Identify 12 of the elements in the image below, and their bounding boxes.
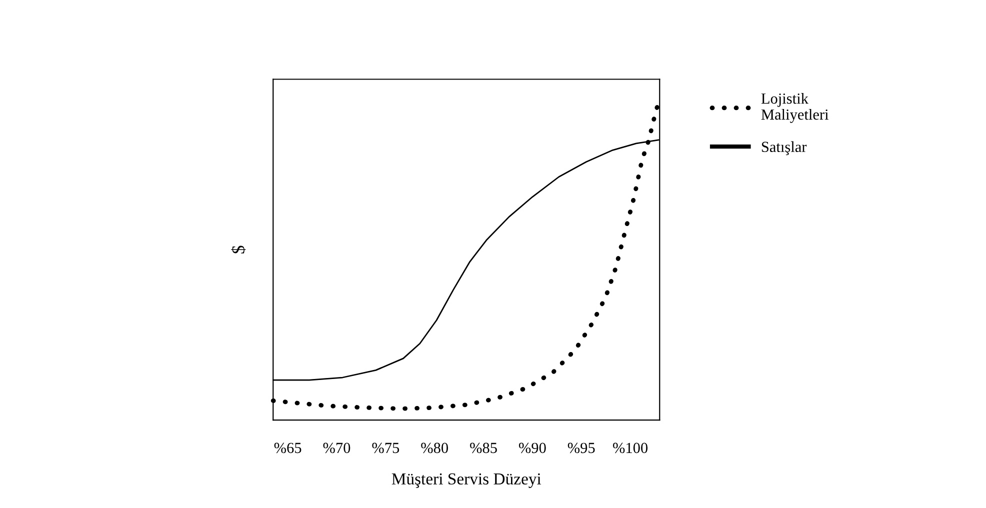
x-tick-label: %70 bbox=[323, 442, 350, 454]
x-tick-label: %100 bbox=[612, 442, 648, 454]
legend-label: Lojistik Maliyetleri bbox=[761, 93, 829, 123]
legend-label: Satışlar bbox=[762, 141, 807, 156]
x-tick-label: %75 bbox=[372, 442, 400, 454]
x-axis-title: Müşteri Servis Düzeyi bbox=[392, 473, 542, 488]
x-tick-label: %85 bbox=[470, 442, 497, 454]
x-tick-label: %90 bbox=[518, 442, 546, 454]
x-tick-label: %95 bbox=[568, 442, 595, 454]
x-tick-label: %80 bbox=[421, 442, 448, 454]
x-tick-label: %65 bbox=[274, 442, 302, 454]
y-axis-title: $ bbox=[231, 246, 246, 254]
